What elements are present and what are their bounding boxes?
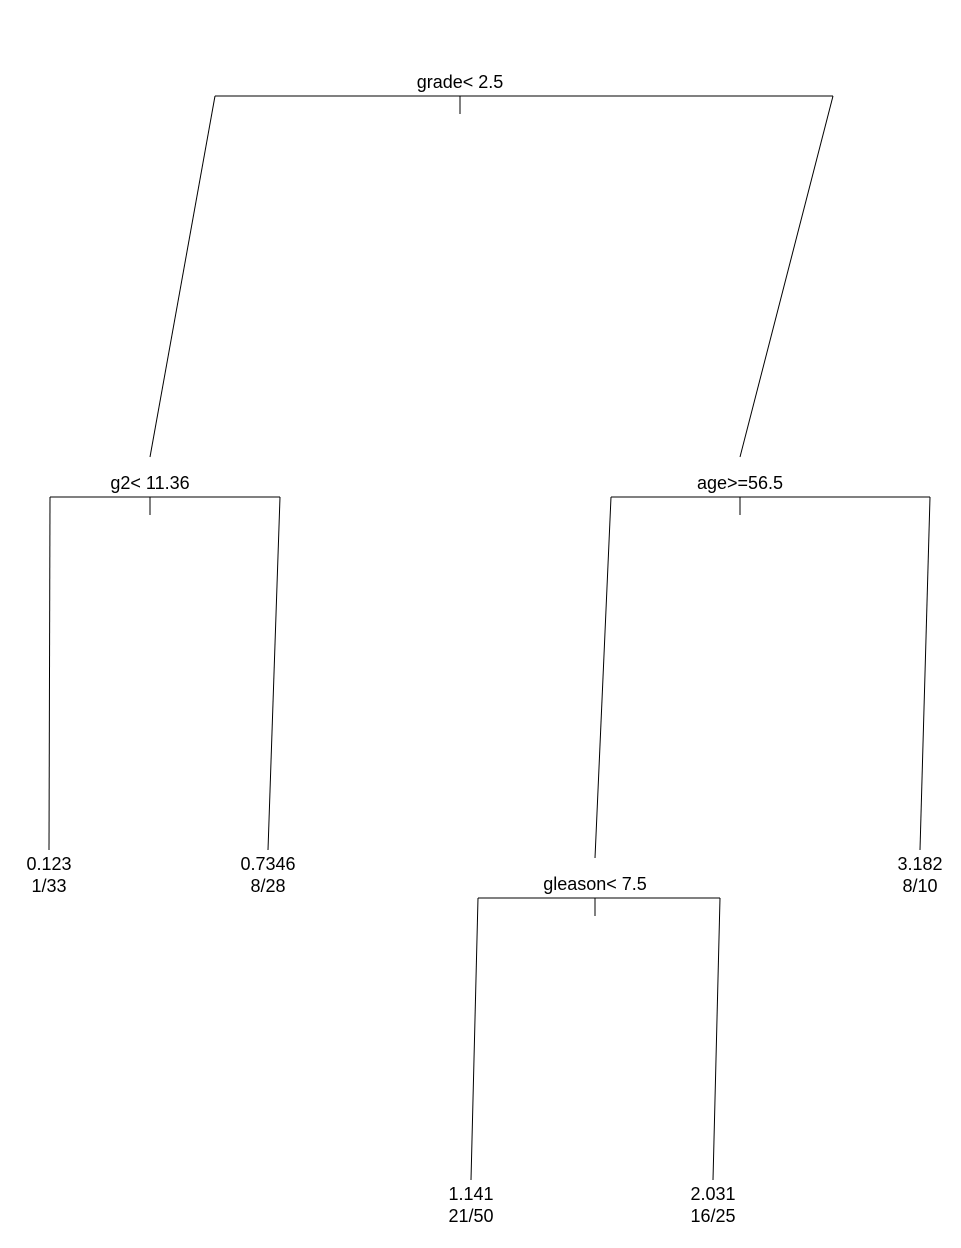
leaf-value: 1.141 bbox=[448, 1184, 493, 1204]
leaf-count: 16/25 bbox=[690, 1206, 735, 1226]
leaf-value: 0.123 bbox=[26, 854, 71, 874]
leaf-value: 0.7346 bbox=[240, 854, 295, 874]
leaf-value: 3.182 bbox=[897, 854, 942, 874]
leaf-count: 1/33 bbox=[31, 876, 66, 896]
leaf-count: 21/50 bbox=[448, 1206, 493, 1226]
split-label: gleason< 7.5 bbox=[543, 874, 647, 894]
leaf-count: 8/10 bbox=[902, 876, 937, 896]
decision-tree-diagram: grade< 2.5 g2< 11.36 age>=56.5 gleason< 7.5… bbox=[0, 0, 961, 1248]
leaf-count: 8/28 bbox=[250, 876, 285, 896]
split-label: grade< 2.5 bbox=[417, 72, 504, 92]
split-label: g2< 11.36 bbox=[110, 473, 189, 493]
split-label: age>=56.5 bbox=[697, 473, 783, 493]
leaf-value: 2.031 bbox=[690, 1184, 735, 1204]
